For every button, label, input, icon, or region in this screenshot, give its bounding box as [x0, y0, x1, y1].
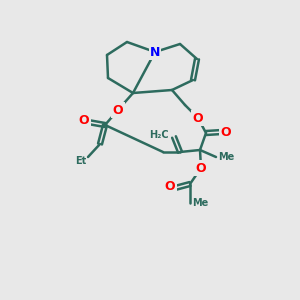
Text: Me: Me — [192, 198, 208, 208]
Text: O: O — [196, 161, 206, 175]
Text: O: O — [221, 125, 231, 139]
Text: N: N — [150, 46, 160, 59]
Text: Et: Et — [75, 156, 86, 166]
Text: Me: Me — [218, 152, 234, 162]
Text: O: O — [79, 113, 89, 127]
Text: H₂C: H₂C — [149, 130, 169, 140]
Text: O: O — [193, 112, 203, 124]
Text: O: O — [113, 103, 123, 116]
Text: O: O — [165, 181, 175, 194]
